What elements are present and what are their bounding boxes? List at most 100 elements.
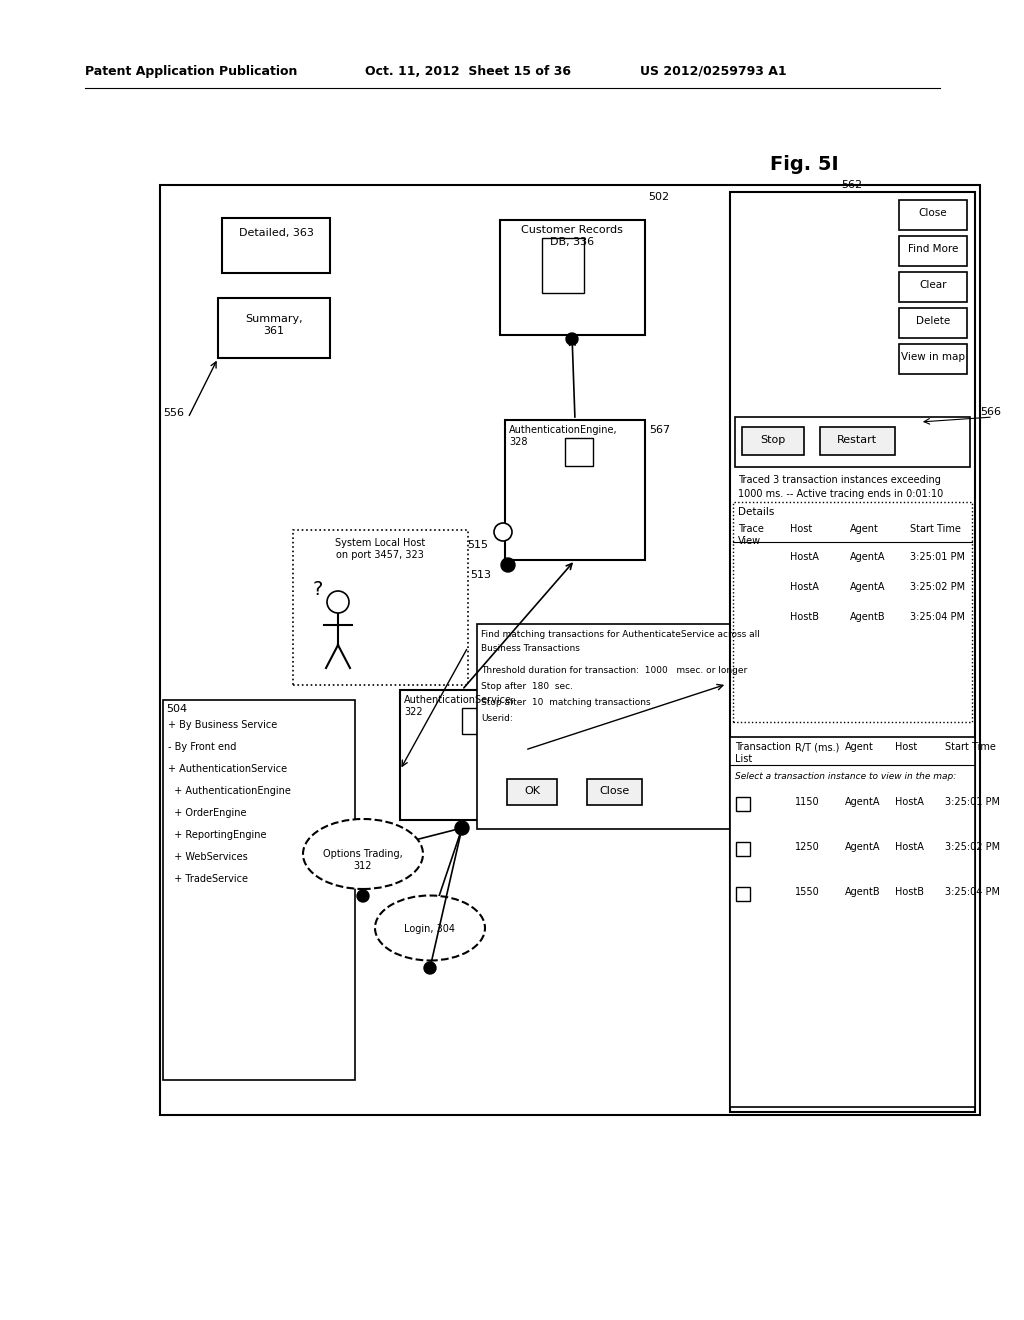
Bar (730, 191, 975, 1111)
Text: + ReportingEngine: + ReportingEngine (168, 830, 266, 840)
Text: Delete: Delete (915, 315, 950, 326)
Bar (899, 201, 967, 230)
Text: Select a transaction instance to view in the map:: Select a transaction instance to view in… (735, 772, 956, 781)
Text: Oct. 11, 2012  Sheet 15 of 36: Oct. 11, 2012 Sheet 15 of 36 (365, 65, 571, 78)
Text: OK: OK (524, 785, 540, 796)
Text: 1250: 1250 (795, 842, 820, 851)
Bar (542, 238, 584, 293)
Ellipse shape (375, 895, 485, 961)
Text: 3:25:01 PM: 3:25:01 PM (945, 797, 1000, 807)
Text: HostB: HostB (790, 612, 819, 622)
Bar (730, 737, 975, 1107)
Text: Patent Application Publication: Patent Application Publication (85, 65, 297, 78)
Bar (505, 420, 645, 560)
Text: 3:25:04 PM: 3:25:04 PM (910, 612, 965, 622)
Text: AgentB: AgentB (850, 612, 886, 622)
Text: 3:25:02 PM: 3:25:02 PM (945, 842, 1000, 851)
Text: + By Business Service: + By Business Service (168, 719, 278, 730)
Text: Restart: Restart (837, 436, 878, 445)
Bar (820, 426, 895, 455)
Bar (222, 218, 330, 273)
Text: HostA: HostA (790, 582, 819, 591)
Text: HostA: HostA (895, 842, 924, 851)
Text: 1150: 1150 (795, 797, 819, 807)
Text: + AuthenticationEngine: + AuthenticationEngine (168, 785, 291, 796)
Text: + AuthenticationService: + AuthenticationService (168, 764, 287, 774)
Text: Userid:: Userid: (481, 714, 513, 723)
Text: 1550: 1550 (795, 887, 820, 898)
Ellipse shape (303, 818, 423, 888)
Text: 1000 ms. -- Active tracing ends in 0:01:10: 1000 ms. -- Active tracing ends in 0:01:… (738, 488, 943, 499)
Text: AgentB: AgentB (845, 887, 881, 898)
Bar (565, 438, 593, 466)
Text: Transaction
List: Transaction List (735, 742, 791, 763)
Text: + TradeService: + TradeService (168, 874, 248, 884)
Text: Options Trading,
312: Options Trading, 312 (324, 849, 402, 871)
Circle shape (455, 821, 469, 836)
Circle shape (501, 558, 515, 572)
Text: Fig. 5I: Fig. 5I (770, 154, 839, 174)
Text: 515: 515 (467, 540, 488, 550)
Text: Find matching transactions for AuthenticateService across all: Find matching transactions for Authentic… (481, 630, 760, 639)
Text: Trace: Trace (738, 524, 764, 535)
Circle shape (424, 962, 436, 974)
Text: AuthenticationEngine,
328: AuthenticationEngine, 328 (509, 425, 617, 446)
Text: Host: Host (790, 524, 812, 535)
Text: Close: Close (599, 785, 629, 796)
Bar (899, 236, 967, 267)
Bar (736, 887, 750, 902)
Bar (899, 308, 967, 338)
Text: Login, 304: Login, 304 (404, 924, 456, 935)
Bar (293, 531, 468, 685)
Text: R/T (ms.): R/T (ms.) (795, 742, 840, 752)
Text: AgentA: AgentA (850, 552, 886, 562)
Text: Stop after  10  matching transactions: Stop after 10 matching transactions (481, 698, 650, 708)
Text: Details: Details (738, 507, 774, 517)
Text: 513: 513 (470, 570, 490, 579)
Text: Detailed, 363: Detailed, 363 (239, 228, 313, 238)
Bar (218, 298, 330, 358)
Bar (733, 502, 972, 722)
Text: Business Transactions: Business Transactions (481, 644, 580, 653)
Text: AgentA: AgentA (850, 582, 886, 591)
Bar (587, 779, 642, 805)
Text: HostA: HostA (895, 797, 924, 807)
Bar (462, 708, 488, 734)
Text: AuthenticationService,
322: AuthenticationService, 322 (404, 696, 515, 717)
Text: Start Time: Start Time (945, 742, 996, 752)
Text: Stop: Stop (761, 436, 785, 445)
Text: US 2012/0259793 A1: US 2012/0259793 A1 (640, 65, 786, 78)
Text: HostA: HostA (790, 552, 819, 562)
Bar (500, 220, 645, 335)
Bar (163, 700, 355, 1080)
Text: + WebServices: + WebServices (168, 851, 248, 862)
Bar (899, 272, 967, 302)
Bar (400, 690, 525, 820)
Circle shape (566, 333, 578, 345)
Text: Close: Close (919, 209, 947, 218)
Text: Agent: Agent (850, 524, 879, 535)
Bar (736, 797, 750, 810)
Text: Threshold duration for transaction:  1000   msec. or longer: Threshold duration for transaction: 1000… (481, 667, 748, 675)
Text: Summary,
361: Summary, 361 (245, 314, 303, 335)
Text: Start Time: Start Time (910, 524, 961, 535)
Circle shape (494, 523, 512, 541)
Text: 504: 504 (166, 704, 187, 714)
Text: Agent: Agent (845, 742, 873, 752)
Bar (735, 417, 970, 467)
Text: 566: 566 (980, 407, 1001, 417)
Text: Customer Records
DB, 336: Customer Records DB, 336 (521, 224, 623, 247)
Text: AgentA: AgentA (845, 797, 881, 807)
Bar (477, 624, 732, 829)
Text: ?: ? (312, 579, 324, 599)
Text: View: View (738, 536, 761, 546)
Text: System Local Host
on port 3457, 323: System Local Host on port 3457, 323 (335, 539, 425, 560)
Text: 3:25:02 PM: 3:25:02 PM (910, 582, 966, 591)
Bar (507, 779, 557, 805)
Text: 556: 556 (163, 408, 184, 418)
Text: 567: 567 (649, 425, 670, 436)
Text: Host: Host (895, 742, 918, 752)
Bar (742, 426, 804, 455)
Text: + OrderEngine: + OrderEngine (168, 808, 247, 818)
Circle shape (357, 890, 369, 902)
